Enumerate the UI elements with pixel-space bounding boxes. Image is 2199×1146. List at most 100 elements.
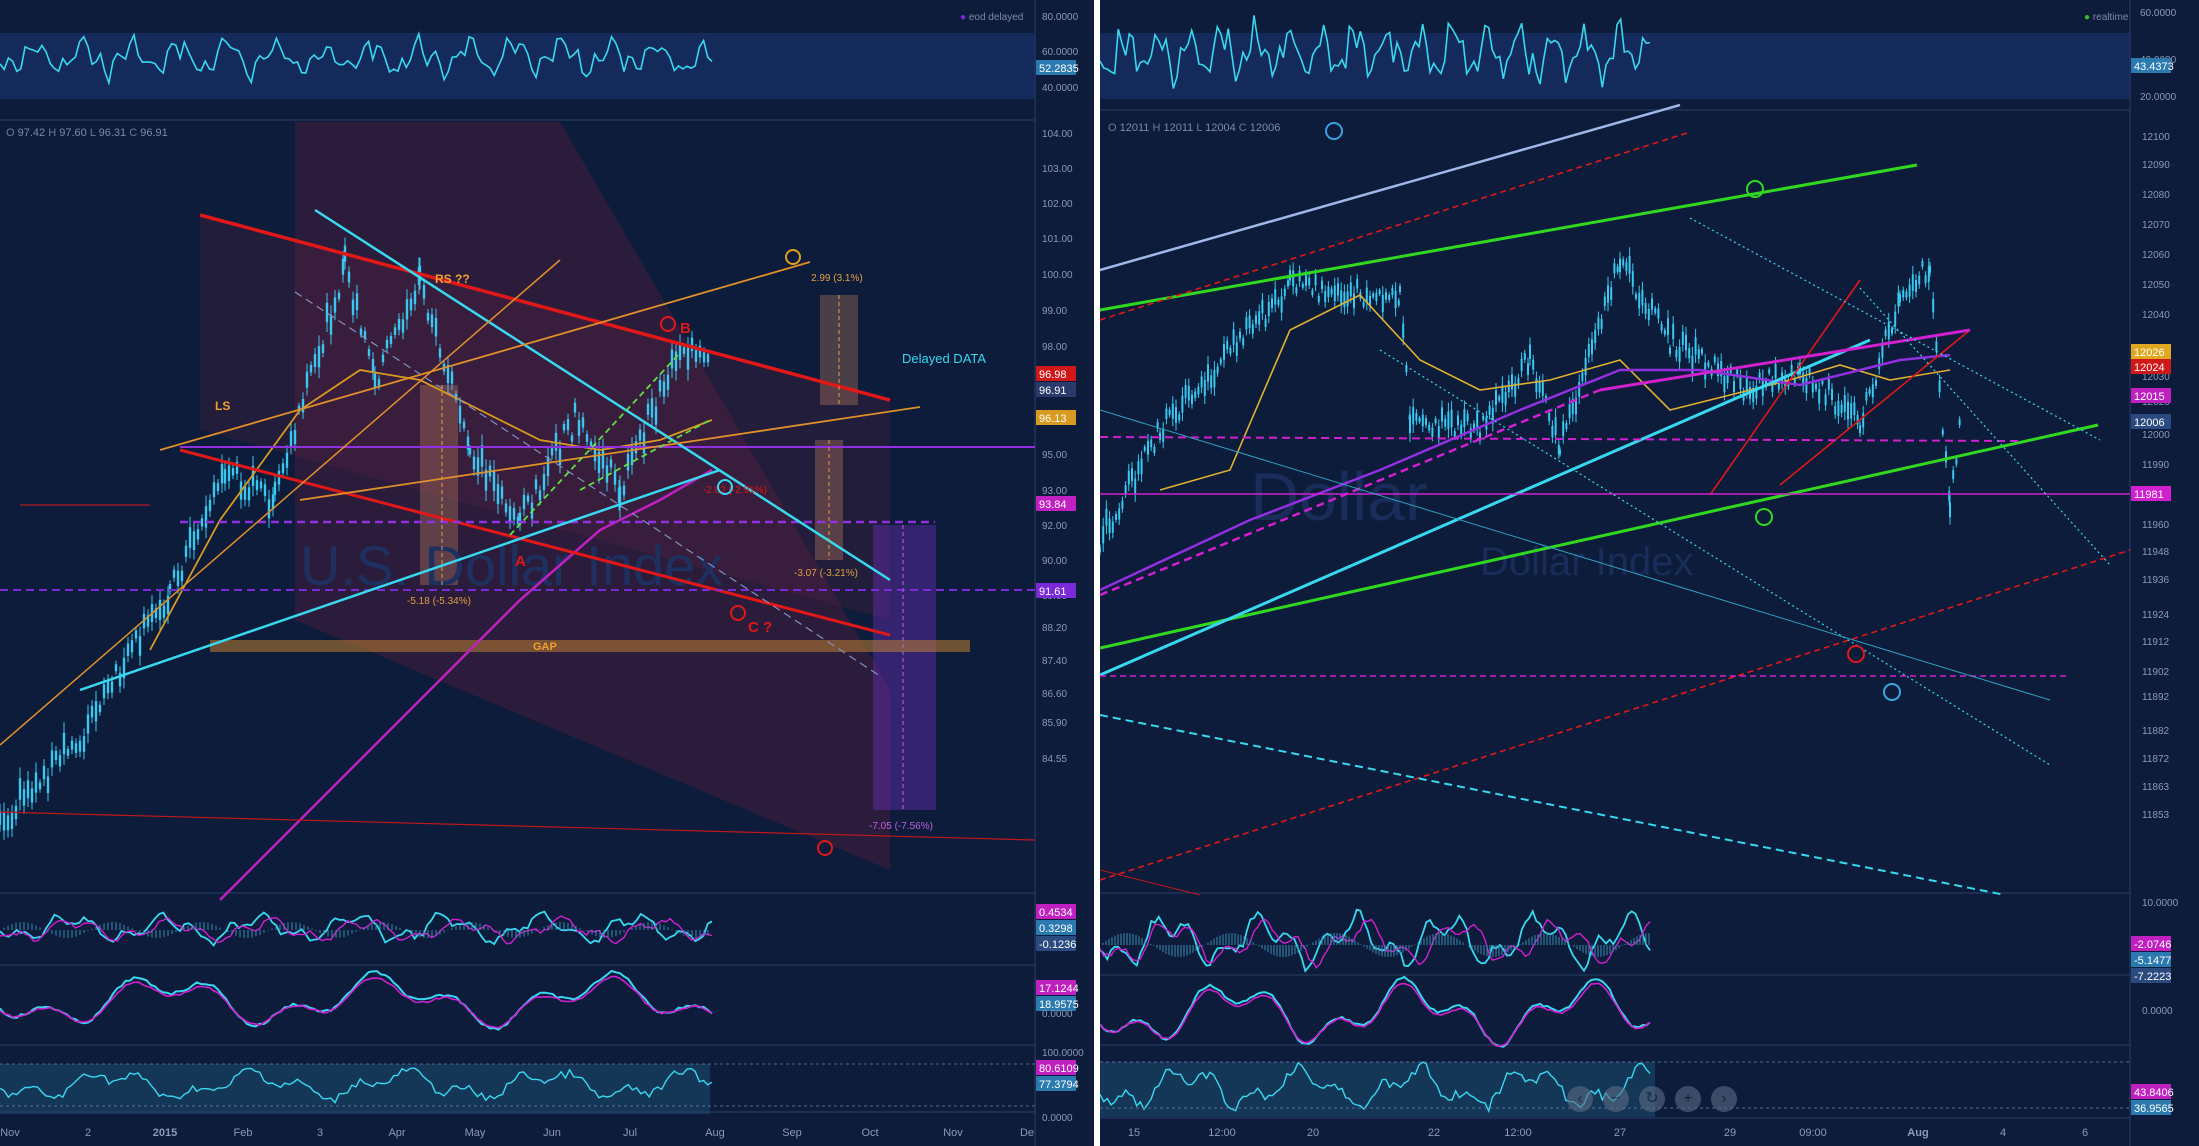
left-data-status-label: eod delayed xyxy=(968,12,1024,23)
right-price-candle-body xyxy=(1437,425,1440,440)
right-price-candle-body xyxy=(1878,357,1881,370)
right-price-candle-body xyxy=(1324,290,1327,302)
right-lightblue-trend xyxy=(1100,103,1681,272)
scroll-right-button[interactable]: › xyxy=(1711,1086,1737,1112)
left-price-candle-body xyxy=(534,479,538,490)
left-price-badge-1: 96.91 xyxy=(1039,385,1067,397)
left-open-value: 97.42 xyxy=(17,127,46,139)
right-price-candle-body xyxy=(1568,403,1571,418)
right-price-candle-body xyxy=(1654,308,1657,313)
left-price-badge-4-bg xyxy=(1036,583,1076,598)
left-macd-badge-0-bg xyxy=(1036,904,1076,919)
right-price-candle-body xyxy=(1850,403,1853,419)
left-price-candle-body xyxy=(698,345,702,358)
panel-divider[interactable] xyxy=(1094,0,1100,1146)
right-macd-badge-2-bg xyxy=(2131,968,2171,983)
left-price-badge-2: 96.13 xyxy=(1039,413,1067,425)
left-price-candle-body xyxy=(138,636,142,656)
right-price-candle-body xyxy=(1685,334,1687,351)
right-price-candle-body xyxy=(1264,318,1267,328)
right-price-candle-body xyxy=(1755,385,1758,399)
left-price-candle-body xyxy=(313,354,317,368)
left-price-candle-body xyxy=(6,815,10,831)
right-price-candle-body xyxy=(1918,275,1921,285)
right-price-candle-body xyxy=(1949,502,1951,518)
scroll-left-button[interactable]: ‹ xyxy=(1567,1086,1593,1112)
right-price-candle-body xyxy=(1571,399,1574,415)
right-price-candle-body xyxy=(1178,414,1181,421)
right-price-candle-body xyxy=(1657,308,1660,319)
right-rsi-line xyxy=(1100,15,1651,89)
right-price-candle-body xyxy=(1603,296,1606,306)
left-price-candle-body xyxy=(305,371,309,388)
right-price-candle-body xyxy=(1181,395,1184,413)
right-price-candle-body xyxy=(1340,290,1343,306)
right-cyan-dotted-2 xyxy=(1859,287,2111,566)
left-price-candle-body xyxy=(333,297,337,313)
right-mfi-badge-1: 36.9565 xyxy=(2134,1103,2174,1115)
right-price-candle-body xyxy=(1941,429,1944,435)
right-price-tick-21: 11863 xyxy=(2142,782,2170,793)
left-chart-panel[interactable]: 80.0000 60.0000 40.0000 52.2835 104.00 103.00… xyxy=(0,0,1094,1146)
reset-chart-button[interactable]: ↻ xyxy=(1639,1086,1665,1112)
left-rsi-line xyxy=(0,31,713,87)
left-price-candle-body xyxy=(341,258,345,275)
left-price-candle-body xyxy=(200,518,204,527)
left-mfi-axis-bottom: 0.0000 xyxy=(1042,1113,1073,1124)
right-price-candle-body xyxy=(1948,490,1951,501)
left-stoch-k xyxy=(0,969,713,1031)
left-price-candle-body xyxy=(638,429,642,441)
right-time-tick-8: Aug xyxy=(1907,1127,1928,1139)
right-price-candle-body xyxy=(1194,391,1197,399)
right-price-candle-body xyxy=(1517,377,1520,386)
left-measure-label-2: -3.07 (-3.21%) xyxy=(794,568,858,579)
left-price-candle-body xyxy=(220,464,224,484)
right-price-candle-body xyxy=(1168,409,1171,415)
right-price-candle-body xyxy=(1647,308,1650,321)
left-stoch-d xyxy=(0,975,713,1029)
right-price-candle-body xyxy=(1453,431,1456,437)
right-time-tick-6: 29 xyxy=(1724,1127,1736,1139)
left-measure-label-1: 2.99 (3.1%) xyxy=(811,273,863,284)
left-measure-label-4: -7.05 (-7.56%) xyxy=(869,821,933,832)
zoom-in-button[interactable]: + xyxy=(1675,1086,1701,1112)
right-price-candle-body xyxy=(1248,315,1251,329)
right-red-thin xyxy=(1100,869,1201,896)
right-price-candle-body xyxy=(1385,292,1387,300)
left-mfi-badge-0-bg xyxy=(1036,1060,1076,1075)
left-macd-badge-0: 0.4534 xyxy=(1039,907,1073,919)
left-price-candle-body xyxy=(146,615,150,627)
right-price-candle-body xyxy=(1369,295,1371,307)
right-price-candle-body xyxy=(1162,428,1165,442)
left-price-candle-body xyxy=(472,456,476,470)
right-chart-panel[interactable]: 60.0000 4 0.0000 20.0000 43.4373 12100 12090 12… xyxy=(1100,0,2199,1146)
right-rsi-tick-0: 60.0000 xyxy=(2140,8,2177,19)
zoom-out-button[interactable]: − xyxy=(1603,1086,1629,1112)
right-price-candle-body xyxy=(1223,344,1225,360)
right-price-candle-body xyxy=(1681,331,1684,345)
right-price-candle-body xyxy=(1584,357,1587,376)
right-green-channel-upper xyxy=(1100,163,1918,312)
left-time-tick-3: Feb xyxy=(234,1127,253,1139)
right-price-candle-body xyxy=(1150,439,1153,448)
right-price-candle-body xyxy=(1884,329,1887,337)
left-price-candle-body xyxy=(289,431,293,447)
left-price-candle-body xyxy=(337,292,341,300)
right-price-candle-body xyxy=(1587,344,1590,357)
left-time-tick-5: Apr xyxy=(388,1127,405,1139)
left-price-candle-body xyxy=(650,398,654,418)
right-price-candle-body xyxy=(1239,331,1241,339)
right-price-candle-body xyxy=(1171,403,1174,419)
right-price-candle-body xyxy=(1330,288,1333,295)
left-marker-red-c xyxy=(730,605,746,621)
right-price-tick-10: 11990 xyxy=(2142,460,2170,471)
left-stoch-badge-0: 17.1244 xyxy=(1039,983,1079,995)
right-price-candle-body xyxy=(1466,413,1469,422)
right-price-candle-body xyxy=(1274,288,1277,305)
left-price-candle-body xyxy=(373,373,377,389)
left-watermark: U.S. Dollar Index xyxy=(300,534,723,597)
right-price-candle-body xyxy=(1121,500,1124,509)
left-price-candle-body xyxy=(662,381,666,397)
right-price-candle-body xyxy=(1365,287,1368,303)
right-price-candle-body xyxy=(1388,294,1391,301)
